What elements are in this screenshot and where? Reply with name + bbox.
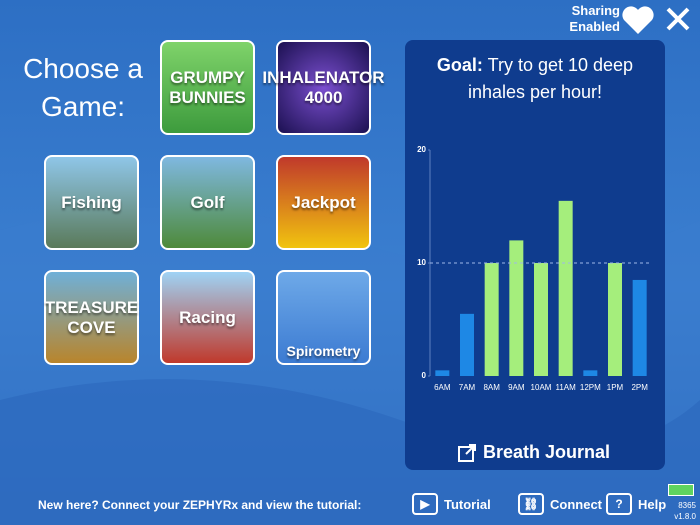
game-tile[interactable]: TREASURE COVE <box>44 270 139 365</box>
connect-button[interactable]: ⛓ Connect <box>518 493 602 515</box>
x-tick-label: 12PM <box>580 383 601 392</box>
game-tile[interactable]: Spirometry <box>276 270 371 365</box>
external-icon <box>458 443 476 462</box>
tutorial-button[interactable]: ▶ Tutorial <box>412 493 491 515</box>
y-tick-label: 0 <box>422 371 427 380</box>
goal-text: Goal: Try to get 10 deep inhales per hou… <box>425 52 645 106</box>
game-tile[interactable]: Fishing <box>44 155 139 250</box>
x-tick-label: 6AM <box>434 383 451 392</box>
link-icon: ⛓ <box>518 493 544 515</box>
x-tick-label: 10AM <box>531 383 552 392</box>
x-tick-label: 9AM <box>508 383 525 392</box>
sharing-icon[interactable] <box>620 4 656 36</box>
game-tile[interactable]: Golf <box>160 155 255 250</box>
connect-label: Connect <box>550 496 602 512</box>
y-tick-label: 20 <box>417 145 426 154</box>
y-tick-label: 10 <box>417 258 426 267</box>
goal-panel: Goal: Try to get 10 deep inhales per hou… <box>405 40 665 470</box>
intro-text: New here? Connect your ZEPHYRx and view … <box>38 498 362 512</box>
x-tick-label: 11AM <box>556 383 577 392</box>
help-icon: ? <box>606 493 632 515</box>
x-tick-label: 7AM <box>459 383 476 392</box>
game-tile[interactable]: Racing <box>160 270 255 365</box>
help-button[interactable]: ? Help <box>606 493 666 515</box>
bar <box>435 370 450 376</box>
bar <box>608 263 622 376</box>
bar <box>484 263 499 376</box>
journal-button[interactable]: Breath Journal <box>457 442 610 463</box>
game-tile[interactable]: Jackpot <box>276 155 371 250</box>
x-tick-label: 8AM <box>483 383 500 392</box>
bar <box>460 313 474 376</box>
goal-label: Goal: <box>436 55 483 75</box>
bar <box>534 263 548 376</box>
x-tick-label: 1PM <box>607 383 624 392</box>
close-button[interactable] <box>665 6 691 32</box>
prompt: Choose a Game: <box>23 53 143 122</box>
bar <box>558 200 573 376</box>
device-id: 8365 <box>678 501 696 510</box>
goal-description: Try to get 10 deep inhales per hour! <box>467 55 634 102</box>
help-label: Help <box>638 496 667 512</box>
bar <box>509 240 524 376</box>
battery <box>668 484 694 496</box>
journal-label: Breath Journal <box>483 442 611 462</box>
x-tick-label: 2PM <box>631 383 648 392</box>
version: v1.8.0 <box>674 512 696 521</box>
game-tile[interactable]: GRUMPY BUNNIES <box>160 40 255 135</box>
bar <box>583 370 598 376</box>
sharing-status: Sharing Enabled <box>569 3 620 34</box>
tutorial-label: Tutorial <box>444 496 491 512</box>
game-tile[interactable]: INHALENATOR 4000 <box>262 40 385 135</box>
device-info: 8365 v1.8.0 <box>664 500 696 522</box>
bar <box>632 279 647 376</box>
play-icon: ▶ <box>412 493 438 515</box>
